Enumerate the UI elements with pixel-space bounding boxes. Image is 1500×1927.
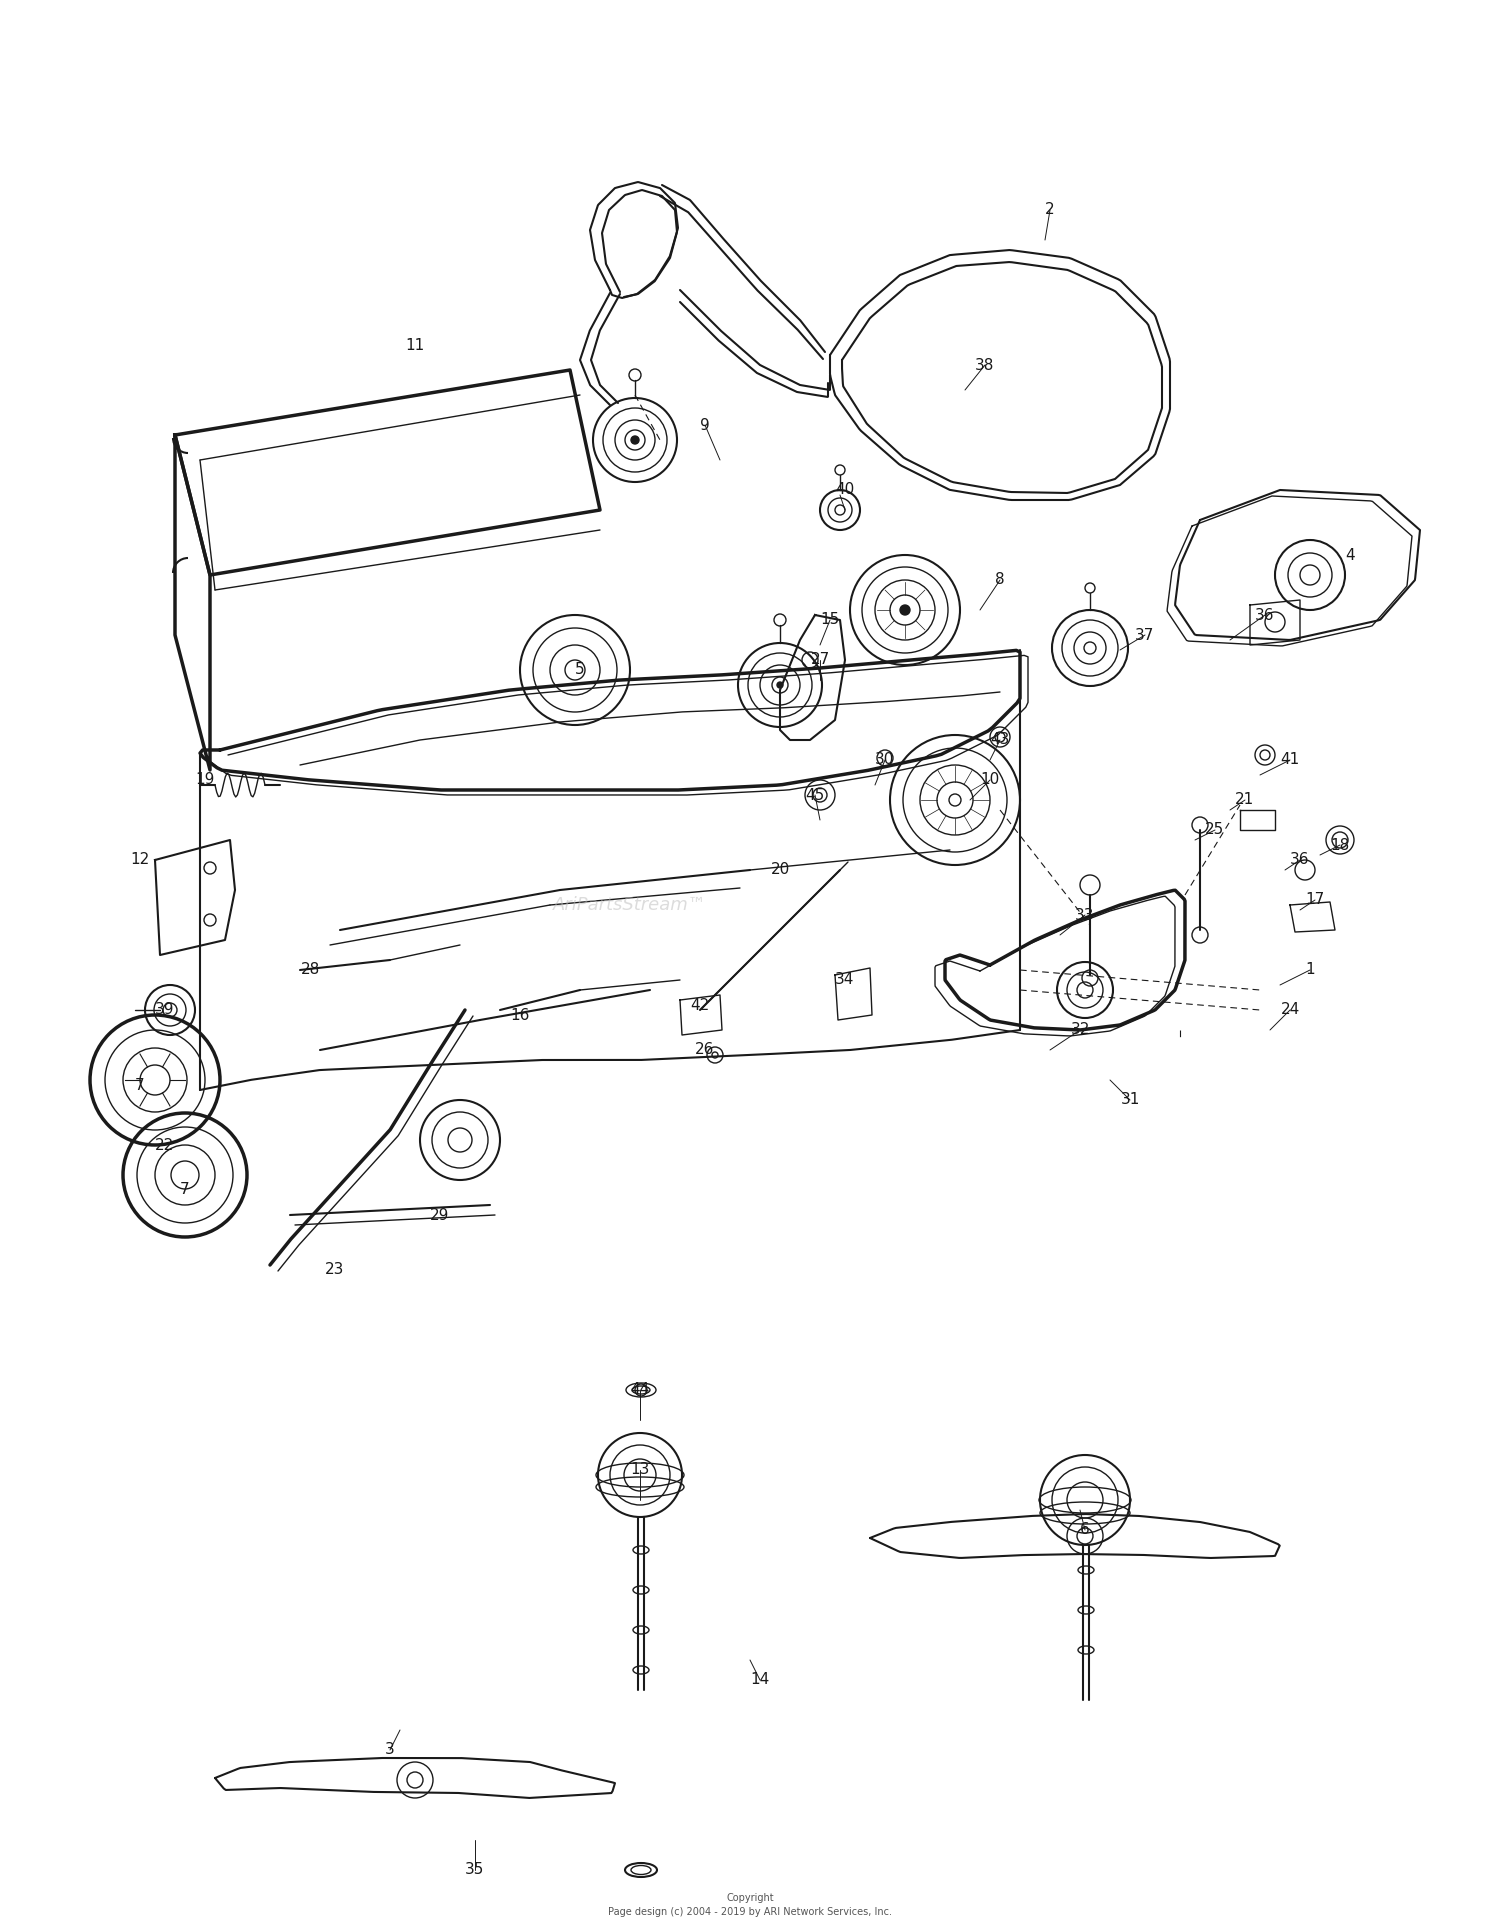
- Text: 35: 35: [465, 1863, 484, 1877]
- Text: 41: 41: [1281, 753, 1299, 767]
- Text: 23: 23: [326, 1262, 345, 1278]
- Text: 25: 25: [1206, 823, 1224, 838]
- Circle shape: [900, 605, 910, 615]
- Text: 34: 34: [836, 973, 855, 987]
- Text: 1: 1: [1305, 962, 1316, 977]
- Text: 44: 44: [630, 1382, 650, 1397]
- Text: 26: 26: [696, 1043, 714, 1058]
- Text: AriPartsStream™: AriPartsStream™: [554, 896, 706, 913]
- Text: 42: 42: [690, 998, 709, 1012]
- Text: 33: 33: [1076, 908, 1095, 923]
- Text: 45: 45: [806, 788, 825, 802]
- Text: 14: 14: [750, 1673, 770, 1688]
- Text: 7: 7: [180, 1183, 190, 1197]
- Text: 24: 24: [1281, 1002, 1299, 1017]
- Text: 28: 28: [300, 962, 320, 977]
- Text: 22: 22: [156, 1137, 174, 1152]
- Text: 17: 17: [1305, 892, 1324, 908]
- Text: 4: 4: [1346, 547, 1354, 563]
- Text: 11: 11: [405, 337, 424, 353]
- Text: 27: 27: [810, 653, 830, 667]
- Text: Copyright: Copyright: [726, 1892, 774, 1904]
- Text: 15: 15: [821, 613, 840, 628]
- Text: 21: 21: [1236, 792, 1254, 807]
- Text: 12: 12: [130, 852, 150, 867]
- Text: 5: 5: [574, 663, 585, 678]
- Text: 18: 18: [1330, 838, 1350, 852]
- Text: 6: 6: [1080, 1522, 1090, 1538]
- Text: 20: 20: [771, 863, 789, 877]
- Text: 38: 38: [975, 358, 994, 372]
- Text: 39: 39: [156, 1002, 174, 1017]
- Text: 13: 13: [630, 1463, 650, 1478]
- Text: 36: 36: [1256, 607, 1275, 622]
- Text: 8: 8: [994, 572, 1005, 588]
- Text: 40: 40: [836, 482, 855, 497]
- Text: 37: 37: [1136, 628, 1155, 642]
- Text: 43: 43: [990, 732, 1010, 748]
- Text: 7: 7: [135, 1077, 146, 1093]
- Text: 32: 32: [1071, 1023, 1089, 1037]
- Text: 3: 3: [386, 1742, 394, 1757]
- Circle shape: [777, 682, 783, 688]
- Text: 16: 16: [510, 1008, 530, 1023]
- Text: 30: 30: [876, 753, 894, 767]
- Text: 9: 9: [700, 418, 709, 432]
- Text: Page design (c) 2004 - 2019 by ARI Network Services, Inc.: Page design (c) 2004 - 2019 by ARI Netwo…: [608, 1908, 892, 1917]
- Text: 31: 31: [1120, 1093, 1140, 1108]
- Text: 36: 36: [1290, 852, 1310, 867]
- Text: 10: 10: [981, 773, 999, 788]
- Circle shape: [632, 436, 639, 443]
- Text: 29: 29: [430, 1208, 450, 1222]
- Text: 19: 19: [195, 773, 214, 788]
- Text: 2: 2: [1046, 202, 1054, 218]
